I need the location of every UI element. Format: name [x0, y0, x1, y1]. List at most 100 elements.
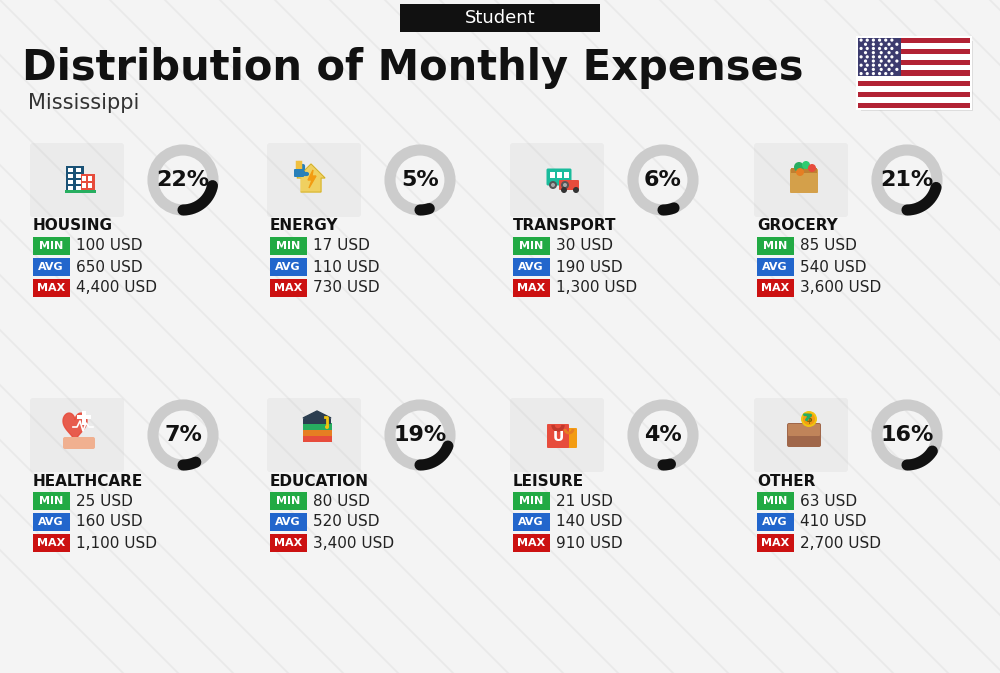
FancyBboxPatch shape [66, 166, 84, 192]
FancyBboxPatch shape [80, 190, 96, 193]
Circle shape [890, 55, 893, 59]
FancyBboxPatch shape [270, 236, 306, 254]
Circle shape [866, 38, 869, 42]
Circle shape [866, 47, 869, 50]
FancyBboxPatch shape [858, 48, 970, 54]
FancyBboxPatch shape [790, 169, 818, 193]
Text: 650 USD: 650 USD [76, 260, 143, 275]
Circle shape [859, 55, 863, 59]
Circle shape [884, 55, 887, 59]
Circle shape [890, 72, 893, 75]
Circle shape [859, 47, 863, 50]
Circle shape [859, 38, 863, 42]
Text: 19%: 19% [393, 425, 447, 445]
Text: 1,300 USD: 1,300 USD [556, 281, 637, 295]
Text: 16%: 16% [880, 425, 934, 445]
FancyBboxPatch shape [510, 398, 604, 472]
Circle shape [325, 425, 329, 429]
FancyBboxPatch shape [791, 168, 817, 173]
FancyBboxPatch shape [76, 186, 81, 190]
FancyBboxPatch shape [754, 143, 848, 217]
Circle shape [801, 411, 817, 427]
Circle shape [872, 51, 875, 55]
Circle shape [551, 183, 555, 187]
FancyBboxPatch shape [68, 168, 73, 172]
FancyBboxPatch shape [858, 38, 970, 43]
Circle shape [866, 64, 869, 67]
FancyBboxPatch shape [787, 423, 821, 447]
FancyBboxPatch shape [512, 258, 550, 275]
Text: 910 USD: 910 USD [556, 536, 623, 551]
Text: OTHER: OTHER [757, 474, 815, 489]
Text: Mississippi: Mississippi [28, 93, 139, 113]
FancyBboxPatch shape [68, 180, 73, 184]
FancyBboxPatch shape [82, 411, 86, 425]
Circle shape [887, 59, 891, 63]
Text: AVG: AVG [518, 262, 544, 272]
Circle shape [878, 38, 881, 42]
Text: MIN: MIN [763, 241, 787, 251]
Text: 730 USD: 730 USD [313, 281, 380, 295]
Text: MIN: MIN [276, 241, 300, 251]
Circle shape [866, 72, 869, 75]
Text: 5%: 5% [401, 170, 439, 190]
FancyBboxPatch shape [68, 186, 73, 190]
Text: GROCERY: GROCERY [757, 219, 838, 234]
Text: AVG: AVG [275, 262, 301, 272]
Circle shape [872, 59, 875, 63]
FancyBboxPatch shape [30, 143, 124, 217]
Circle shape [884, 47, 887, 50]
Circle shape [880, 59, 883, 63]
Circle shape [563, 183, 567, 187]
FancyBboxPatch shape [757, 236, 794, 254]
FancyBboxPatch shape [88, 176, 92, 181]
Text: 17 USD: 17 USD [313, 238, 370, 254]
FancyBboxPatch shape [76, 180, 81, 184]
Text: Student: Student [465, 9, 535, 27]
FancyBboxPatch shape [858, 70, 970, 75]
FancyBboxPatch shape [82, 176, 86, 181]
FancyBboxPatch shape [510, 143, 604, 217]
Text: MAX: MAX [761, 538, 789, 548]
Text: 160 USD: 160 USD [76, 514, 143, 530]
Circle shape [884, 72, 887, 75]
Text: 410 USD: 410 USD [800, 514, 866, 530]
Circle shape [872, 72, 875, 75]
Circle shape [866, 55, 869, 59]
FancyBboxPatch shape [32, 491, 70, 509]
Text: MAX: MAX [37, 283, 65, 293]
FancyBboxPatch shape [512, 513, 550, 530]
FancyBboxPatch shape [512, 491, 550, 509]
Circle shape [884, 64, 887, 67]
FancyBboxPatch shape [757, 258, 794, 275]
Circle shape [887, 68, 891, 71]
Polygon shape [303, 411, 331, 421]
Text: 4%: 4% [644, 425, 682, 445]
Polygon shape [297, 164, 325, 192]
FancyBboxPatch shape [302, 423, 332, 429]
Circle shape [561, 181, 569, 189]
Text: 2,700 USD: 2,700 USD [800, 536, 881, 551]
FancyBboxPatch shape [858, 59, 970, 65]
FancyBboxPatch shape [270, 534, 306, 551]
FancyBboxPatch shape [76, 174, 81, 178]
FancyBboxPatch shape [302, 435, 332, 441]
Text: 190 USD: 190 USD [556, 260, 623, 275]
Text: MAX: MAX [517, 283, 545, 293]
FancyBboxPatch shape [546, 168, 572, 186]
FancyBboxPatch shape [757, 513, 794, 530]
Text: TRANSPORT: TRANSPORT [513, 219, 616, 234]
FancyBboxPatch shape [858, 75, 970, 81]
FancyBboxPatch shape [303, 419, 331, 424]
Circle shape [895, 59, 898, 63]
FancyBboxPatch shape [267, 143, 361, 217]
FancyBboxPatch shape [757, 279, 794, 297]
FancyBboxPatch shape [512, 534, 550, 551]
FancyBboxPatch shape [77, 415, 91, 419]
Text: 140 USD: 140 USD [556, 514, 622, 530]
Text: AVG: AVG [38, 262, 64, 272]
Circle shape [887, 42, 891, 46]
Circle shape [864, 59, 867, 63]
Circle shape [895, 42, 898, 46]
Text: 21 USD: 21 USD [556, 493, 613, 509]
